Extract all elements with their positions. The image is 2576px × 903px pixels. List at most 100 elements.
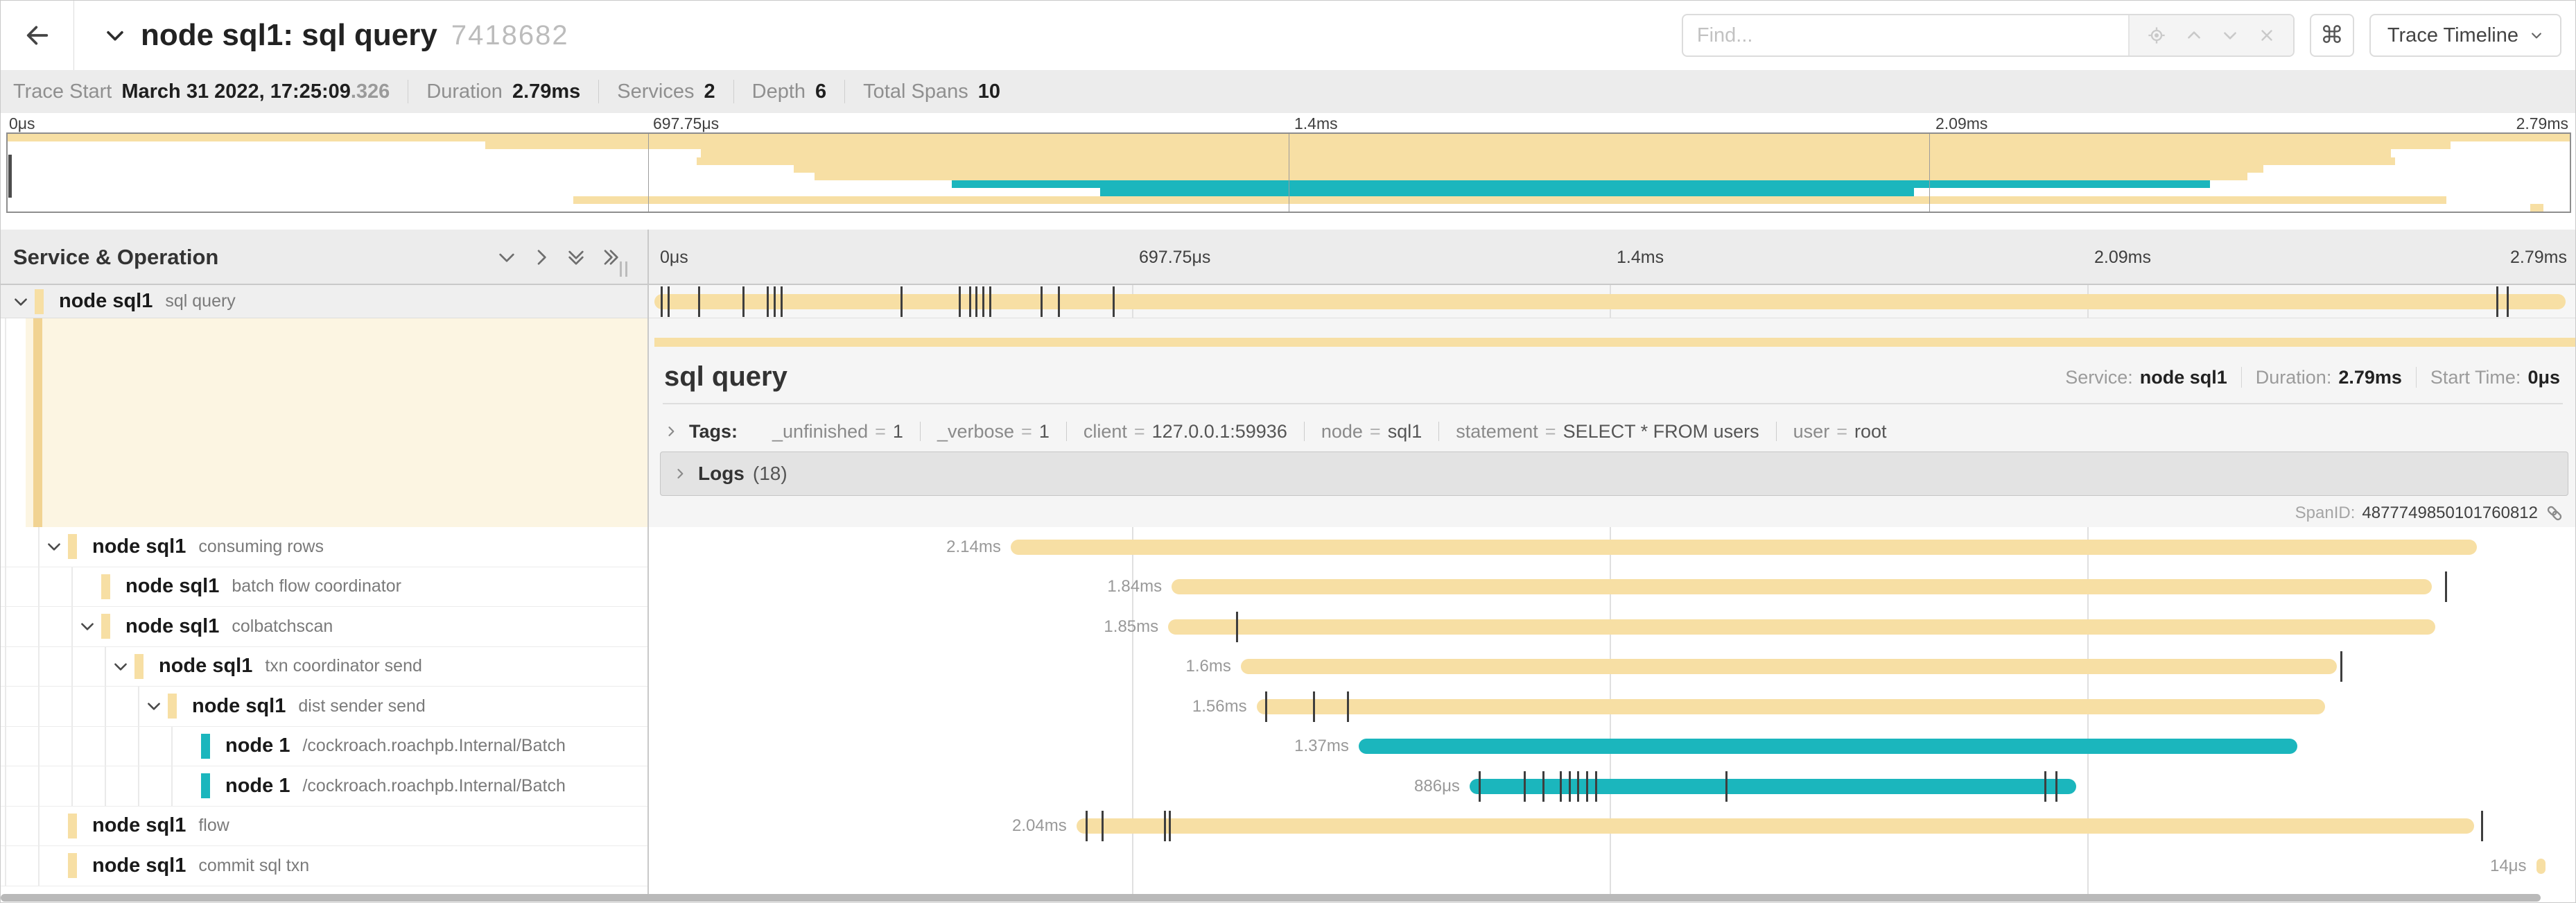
log-marker <box>2055 771 2057 802</box>
operation-name[interactable]: /cockroach.roachpb.Internal/Batch <box>302 736 566 756</box>
tree-row[interactable]: node sql1 txn coordinator send <box>1 647 647 687</box>
find-input[interactable] <box>1682 15 2128 55</box>
span-bar[interactable] <box>1358 739 2297 755</box>
find-addon <box>2127 15 2293 55</box>
trace-duration: Duration 2.79ms <box>408 80 600 103</box>
tree-row[interactable]: node sql1 flow <box>1 807 647 846</box>
log-marker <box>1058 286 1061 317</box>
operation-name[interactable]: colbatchscan <box>232 616 333 636</box>
back-button[interactable] <box>1 1 74 70</box>
log-marker <box>780 286 783 317</box>
expand-all-icon[interactable] <box>600 246 622 268</box>
tag: node = sql1 <box>1305 421 1440 442</box>
chevron-right-icon[interactable] <box>673 467 687 481</box>
chevron-down-icon[interactable] <box>78 617 101 635</box>
service-name[interactable]: node 1 <box>225 774 290 797</box>
tag: client = 127.0.0.1:59936 <box>1067 421 1305 442</box>
keyboard-shortcuts-button[interactable]: ⌘ <box>2309 14 2354 57</box>
service-name[interactable]: node 1 <box>225 734 290 757</box>
span-bar[interactable] <box>1168 619 2436 635</box>
span-color-bar <box>201 773 210 799</box>
chevron-down-icon[interactable] <box>145 697 168 715</box>
service-name[interactable]: node sql1 <box>159 655 253 678</box>
span-bar[interactable] <box>654 294 2566 309</box>
link-icon[interactable] <box>2545 504 2564 523</box>
operation-name[interactable]: /cockroach.roachpb.Internal/Batch <box>302 775 566 796</box>
log-marker <box>1585 771 1588 802</box>
log-marker <box>767 286 769 317</box>
span-bar[interactable] <box>1010 539 2477 555</box>
service-name[interactable]: node sql1 <box>59 290 153 312</box>
collapse-all-icon[interactable] <box>565 246 587 268</box>
chevron-up-icon[interactable] <box>2185 26 2203 44</box>
timeline-minimap[interactable] <box>6 132 2571 213</box>
span-bar[interactable] <box>1256 698 2326 714</box>
tree-row[interactable]: node sql1 sql query <box>1 285 647 318</box>
collapse-one-icon[interactable] <box>496 246 518 268</box>
tags-row[interactable]: Tags: _unfinished = 1 _verbose = 1 client = 12… <box>664 415 1904 447</box>
service-name[interactable]: node sql1 <box>92 814 186 837</box>
log-marker <box>1523 771 1526 802</box>
span-color-bar <box>134 653 143 679</box>
chevron-down-icon[interactable] <box>2221 26 2239 44</box>
column-divider[interactable] <box>647 230 649 894</box>
tree-row[interactable]: node sql1 dist sender send <box>1 687 647 727</box>
log-marker <box>742 286 745 317</box>
tree-row[interactable]: node sql1 consuming rows <box>1 527 647 567</box>
operation-name[interactable]: batch flow coordinator <box>232 576 401 596</box>
span-bar[interactable] <box>1469 778 2077 794</box>
span-row[interactable] <box>649 846 2575 886</box>
minimap-span-bar <box>2530 203 2543 212</box>
chevron-down-icon[interactable] <box>103 24 127 47</box>
log-marker <box>900 286 903 317</box>
service-name[interactable]: node sql1 <box>125 575 220 598</box>
span-color-bar <box>168 694 177 719</box>
span-color-bar <box>68 813 77 839</box>
operation-name[interactable]: flow <box>198 816 229 836</box>
operation-name[interactable]: dist sender send <box>298 696 426 716</box>
chevron-right-icon[interactable] <box>664 424 678 438</box>
chevron-down-icon <box>2530 28 2543 42</box>
logs-accordion[interactable]: Logs (18) <box>660 452 2568 496</box>
service-name[interactable]: node sql1 <box>125 614 220 637</box>
service-name[interactable]: node sql1 <box>92 535 186 558</box>
locate-icon[interactable] <box>2147 26 2166 45</box>
chevron-down-icon[interactable] <box>12 293 35 311</box>
service-name[interactable]: node sql1 <box>92 854 186 877</box>
minimap-drag-handle[interactable] <box>8 155 12 198</box>
tree-row[interactable]: node 1/cockroach.roachpb.Internal/Batch <box>1 766 647 807</box>
span-duration-label: 1.84ms <box>1107 577 1163 596</box>
span-bar[interactable] <box>1240 659 2337 675</box>
service-name[interactable]: node sql1 <box>192 694 286 717</box>
log-marker <box>1478 771 1481 802</box>
operation-name[interactable]: commit sql txn <box>198 855 310 875</box>
span-bar[interactable] <box>1172 579 2433 595</box>
expand-one-icon[interactable] <box>530 246 552 268</box>
clear-icon[interactable] <box>2258 26 2276 44</box>
operation-name[interactable]: sql query <box>165 291 236 311</box>
operation-name[interactable]: consuming rows <box>198 536 324 556</box>
minimap-span-bar <box>951 180 2210 189</box>
tree-row[interactable]: node 1/cockroach.roachpb.Internal/Batch <box>1 727 647 766</box>
trace-depth: Depth 6 <box>734 80 846 103</box>
chevron-down-icon[interactable] <box>112 657 134 676</box>
span-bar[interactable] <box>1076 818 2474 834</box>
page-title: node sql1: sql query <box>141 18 437 52</box>
operation-name[interactable]: txn coordinator send <box>265 656 422 676</box>
log-marker <box>2496 286 2499 317</box>
timeline-gridline <box>1610 230 1611 894</box>
tree-row[interactable]: node sql1 commit sql txn <box>1 846 647 886</box>
find-box <box>1681 14 2295 57</box>
span-bar[interactable] <box>2536 858 2546 874</box>
span-duration-label: 1.6ms <box>1185 657 1231 676</box>
tree-row[interactable]: node sql1 batch flow coordinator <box>1 567 647 607</box>
log-marker <box>2445 571 2448 603</box>
view-selector-button[interactable]: Trace Timeline <box>2369 14 2561 57</box>
minimap-span-bar <box>1100 188 1915 196</box>
span-detail-left-backdrop <box>26 318 647 527</box>
horizontal-scrollbar[interactable] <box>1 894 2541 902</box>
column-resizer-handle[interactable] <box>620 261 627 277</box>
tree-row[interactable]: node sql1 colbatchscan <box>1 607 647 647</box>
command-icon: ⌘ <box>2320 22 2344 49</box>
chevron-down-icon[interactable] <box>45 538 68 556</box>
